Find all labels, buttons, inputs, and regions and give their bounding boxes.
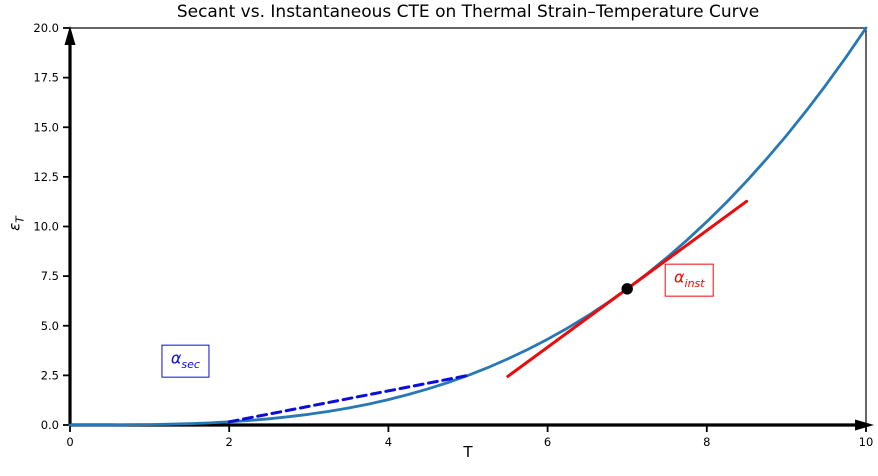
y-tick-label: 10.0	[33, 220, 59, 234]
secant-line	[227, 373, 470, 424]
y-tick-label: 17.5	[33, 71, 59, 85]
x-tick-label: 2	[226, 435, 233, 449]
y-tick-label: 20.0	[33, 21, 59, 35]
y-tick-label: 0.0	[41, 418, 59, 432]
y-tick-label: 12.5	[33, 170, 59, 184]
chart-title: Secant vs. Instantaneous CTE on Thermal …	[176, 2, 760, 22]
annotation-alpha-inst-subscript: inst	[684, 276, 705, 290]
tangency-point	[621, 283, 633, 295]
x-tick-label: 10	[859, 435, 874, 449]
y-axis-label-subscript: T	[13, 216, 27, 223]
y-tick-label: 5.0	[41, 319, 59, 333]
x-tick-label: 6	[544, 435, 551, 449]
x-tick-label: 0	[66, 435, 73, 449]
y-axis-label: εT	[6, 212, 27, 236]
thermal-strain-curve	[68, 26, 868, 427]
annotation-alpha-inst: αinst	[664, 263, 714, 297]
x-axis-label: T	[463, 443, 473, 461]
y-axis-arrow-icon	[64, 26, 76, 45]
y-tick-label: 7.5	[41, 269, 59, 283]
annotation-alpha-sec-subscript: sec	[181, 358, 200, 372]
annotation-alpha-inst-symbol: α	[673, 267, 685, 287]
y-tick-label: 2.5	[41, 368, 59, 382]
x-tick-label: 4	[385, 435, 392, 449]
annotation-alpha-sec-symbol: α	[170, 349, 182, 369]
y-tick-label: 15.0	[33, 120, 59, 134]
annotation-alpha-sec: αsec	[161, 345, 209, 378]
x-axis-arrow-icon	[855, 419, 874, 431]
y-axis-label-symbol: ε	[5, 222, 24, 231]
x-tick-label: 8	[703, 435, 710, 449]
